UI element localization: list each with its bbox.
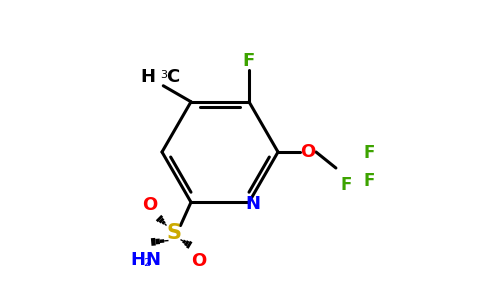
Text: N: N xyxy=(245,195,260,213)
Text: O: O xyxy=(142,196,157,214)
Text: F: F xyxy=(363,144,375,162)
Text: H: H xyxy=(140,68,155,86)
Text: O: O xyxy=(301,143,316,161)
Text: F: F xyxy=(243,52,255,70)
Text: F: F xyxy=(340,176,351,194)
Text: 3: 3 xyxy=(160,70,167,80)
Text: F: F xyxy=(363,172,375,190)
Text: 2: 2 xyxy=(143,258,150,268)
Text: N: N xyxy=(146,251,161,269)
Text: O: O xyxy=(191,251,206,269)
Text: S: S xyxy=(166,223,181,242)
Text: H: H xyxy=(131,251,146,269)
Text: C: C xyxy=(166,68,180,86)
